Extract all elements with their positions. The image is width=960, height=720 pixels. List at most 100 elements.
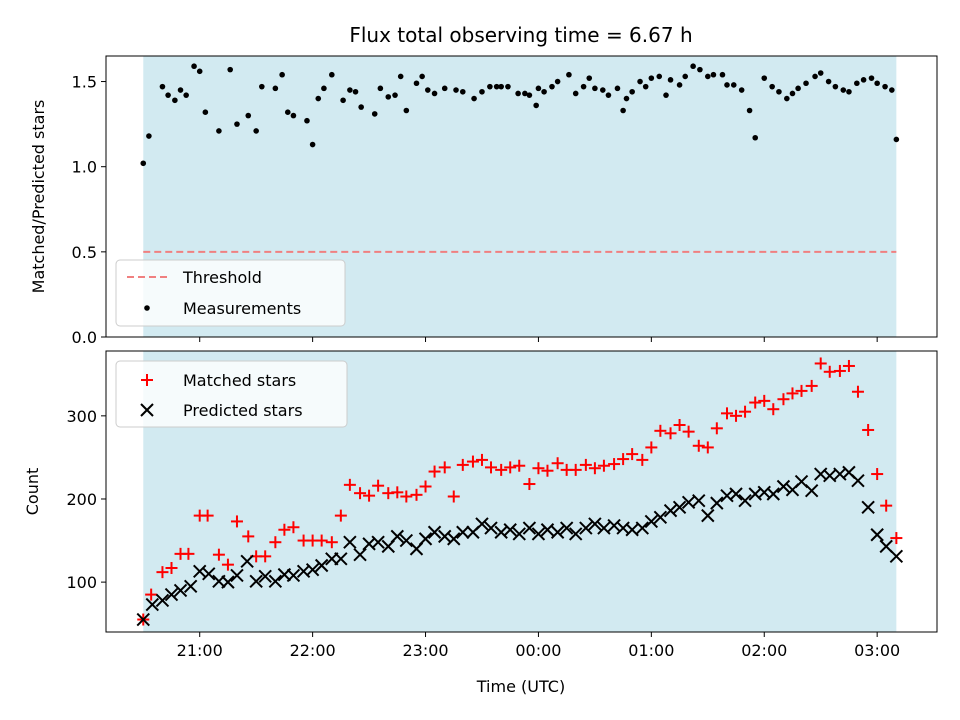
data-point — [532, 462, 545, 475]
data-point — [890, 532, 903, 545]
data-point — [177, 87, 184, 93]
data-point — [363, 489, 376, 502]
data-point — [400, 490, 413, 503]
data-point — [504, 461, 517, 474]
data-point — [889, 549, 904, 564]
data-point — [227, 66, 233, 73]
data-point — [165, 92, 171, 98]
data-point — [309, 141, 316, 148]
data-point — [321, 85, 327, 92]
data-point — [279, 71, 285, 78]
count-y-axis-label: Count — [23, 468, 42, 516]
ratio-y-axis-label: Matched/Predicted stars — [29, 100, 48, 294]
data-point — [377, 85, 384, 92]
data-point — [588, 462, 601, 475]
data-point — [551, 457, 564, 470]
x-tick-label: 03:00 — [854, 641, 900, 660]
data-point — [498, 83, 504, 90]
data-point — [354, 487, 367, 500]
data-point — [654, 424, 667, 437]
data-point — [559, 521, 574, 535]
data-point — [315, 534, 328, 547]
data-point — [739, 405, 752, 418]
data-point — [343, 478, 356, 491]
data-point — [196, 68, 203, 75]
data-point — [597, 459, 610, 472]
data-point — [419, 73, 425, 80]
series-matched-stars — [137, 357, 903, 626]
data-point — [656, 73, 663, 80]
data-point — [526, 92, 533, 98]
data-point — [579, 521, 593, 535]
data-point — [535, 85, 542, 92]
data-point — [588, 517, 602, 531]
data-point — [692, 439, 705, 452]
data-point — [862, 423, 875, 436]
data-point — [259, 550, 272, 563]
count-y-ticks: 100 200 300 — [66, 407, 106, 592]
y-tick-label: 1.5 — [72, 73, 97, 92]
count-legend: Matched stars Predicted stars — [115, 360, 348, 428]
data-point — [644, 514, 659, 529]
data-point — [626, 448, 639, 461]
data-point — [730, 82, 737, 88]
series-measurements — [140, 63, 900, 167]
data-point — [325, 536, 338, 549]
data-point — [145, 597, 159, 612]
count-legend-box — [115, 360, 348, 428]
ratio-panel: 0.0 0.5 1.0 1.5 Matched/Predicted stars Thr… — [29, 55, 938, 347]
data-point — [629, 88, 635, 95]
data-point — [193, 564, 207, 579]
data-point — [637, 78, 643, 85]
data-point — [347, 87, 353, 93]
x-tick-label: 21:00 — [177, 641, 223, 660]
data-point — [645, 441, 658, 454]
data-point — [447, 532, 461, 546]
legend-measurements-label: Measurements — [183, 299, 301, 318]
y-tick-label: 0.0 — [72, 328, 97, 347]
data-point — [617, 453, 630, 466]
data-point — [789, 90, 796, 97]
data-point — [164, 587, 179, 602]
data-point — [340, 97, 346, 104]
data-point — [249, 574, 263, 588]
data-point — [879, 539, 893, 554]
data-point — [592, 85, 598, 92]
data-point — [290, 112, 297, 119]
data-point — [287, 521, 300, 534]
data-point — [854, 80, 860, 87]
data-point — [216, 128, 222, 134]
data-point — [568, 527, 583, 541]
data-point — [424, 87, 431, 93]
data-point — [390, 529, 405, 544]
y-tick-label: 0.5 — [72, 243, 97, 262]
data-point — [156, 566, 169, 579]
data-point — [805, 379, 818, 392]
data-point — [268, 574, 283, 588]
data-point — [724, 82, 730, 88]
ratio-x-ticks — [199, 337, 878, 342]
data-point — [676, 82, 683, 88]
data-point — [427, 525, 442, 539]
data-point — [701, 441, 714, 454]
data-point — [431, 90, 438, 97]
data-point — [419, 480, 432, 493]
data-point — [690, 63, 696, 70]
data-point — [697, 66, 703, 73]
x-tick-label: 23:00 — [402, 641, 448, 660]
data-point — [758, 394, 771, 407]
y-tick-label: 100 — [66, 573, 97, 592]
data-point — [221, 575, 235, 589]
data-point — [642, 83, 649, 90]
data-point — [746, 107, 753, 114]
data-point — [278, 523, 291, 536]
ratio-markers — [140, 63, 900, 167]
data-point — [371, 535, 385, 549]
data-point — [172, 97, 178, 104]
data-point — [315, 95, 322, 102]
legend-predicted-label: Predicted stars — [183, 401, 303, 420]
data-point — [202, 109, 209, 115]
data-point — [682, 73, 689, 80]
data-point — [540, 523, 555, 537]
data-point — [817, 70, 824, 76]
